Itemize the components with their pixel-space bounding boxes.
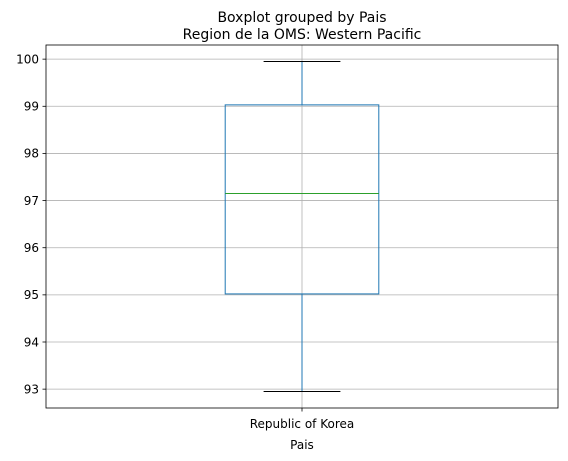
y-tick-label: 94 — [24, 335, 39, 349]
y-tick-label: 100 — [16, 52, 39, 66]
y-axis: 93 94 95 96 97 98 99 100 — [16, 52, 46, 396]
y-tick-label: 95 — [24, 288, 39, 302]
x-axis-label: Pais — [290, 438, 314, 452]
y-tick-label: 96 — [24, 241, 39, 255]
y-tick-label: 98 — [24, 147, 39, 161]
y-tick-label: 99 — [24, 100, 39, 114]
chart-suptitle: Boxplot grouped by Pais — [217, 10, 386, 26]
x-axis: Republic of Korea — [250, 408, 355, 431]
y-tick-label: 97 — [24, 194, 39, 208]
chart-title: Region de la OMS: Western Pacific — [183, 27, 422, 43]
box-iqr — [224, 104, 380, 295]
x-tick-label: Republic of Korea — [250, 417, 355, 431]
grid-lines — [46, 45, 558, 408]
box-group — [224, 61, 380, 392]
y-tick-label: 93 — [24, 382, 39, 396]
